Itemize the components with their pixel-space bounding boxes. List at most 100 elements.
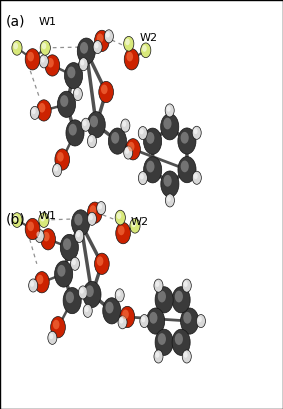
Circle shape	[48, 331, 57, 344]
Circle shape	[60, 95, 68, 107]
Circle shape	[12, 213, 22, 227]
Circle shape	[89, 137, 93, 142]
Circle shape	[122, 121, 126, 127]
Circle shape	[97, 34, 103, 43]
Circle shape	[80, 42, 88, 54]
Circle shape	[111, 132, 119, 144]
Circle shape	[158, 333, 166, 345]
Circle shape	[172, 329, 190, 355]
Circle shape	[124, 49, 139, 70]
Circle shape	[85, 306, 89, 312]
Circle shape	[27, 222, 34, 231]
Circle shape	[108, 128, 127, 154]
Circle shape	[77, 38, 95, 64]
Circle shape	[125, 38, 130, 45]
Circle shape	[53, 164, 62, 177]
Circle shape	[124, 146, 133, 159]
Circle shape	[192, 126, 201, 139]
Circle shape	[78, 286, 87, 299]
Text: (a): (a)	[6, 14, 26, 28]
Circle shape	[95, 30, 109, 52]
Circle shape	[80, 60, 84, 65]
Circle shape	[130, 218, 140, 233]
Circle shape	[155, 352, 159, 358]
Circle shape	[142, 45, 147, 52]
Circle shape	[47, 58, 54, 67]
Circle shape	[63, 288, 81, 314]
Circle shape	[165, 104, 174, 117]
Circle shape	[81, 118, 90, 131]
Circle shape	[146, 161, 155, 173]
Circle shape	[165, 194, 174, 207]
Circle shape	[54, 166, 58, 171]
Circle shape	[158, 291, 166, 302]
Circle shape	[90, 205, 96, 215]
Circle shape	[49, 333, 53, 339]
Circle shape	[161, 171, 179, 197]
Circle shape	[57, 265, 65, 276]
Text: (b): (b)	[6, 213, 26, 227]
Circle shape	[118, 226, 125, 235]
Circle shape	[146, 132, 155, 144]
Circle shape	[184, 352, 188, 358]
Circle shape	[127, 52, 133, 61]
Circle shape	[140, 315, 149, 328]
Circle shape	[144, 157, 162, 183]
Circle shape	[117, 212, 121, 219]
Text: W1: W1	[38, 16, 56, 27]
Circle shape	[178, 157, 196, 183]
Circle shape	[37, 231, 40, 237]
Circle shape	[125, 148, 129, 154]
Circle shape	[138, 171, 147, 184]
Circle shape	[69, 124, 77, 135]
Circle shape	[155, 287, 173, 313]
Circle shape	[39, 103, 45, 112]
Circle shape	[60, 234, 78, 261]
Circle shape	[192, 171, 201, 184]
Circle shape	[42, 43, 46, 49]
Circle shape	[95, 253, 109, 274]
Circle shape	[115, 289, 124, 302]
Circle shape	[86, 285, 94, 297]
Circle shape	[25, 49, 40, 70]
Circle shape	[27, 52, 34, 61]
Circle shape	[147, 308, 165, 334]
Circle shape	[57, 91, 76, 117]
Circle shape	[93, 40, 102, 54]
Circle shape	[29, 279, 38, 292]
Circle shape	[53, 320, 59, 329]
Circle shape	[87, 212, 97, 225]
Circle shape	[74, 214, 82, 225]
Circle shape	[95, 43, 98, 48]
Text: W2: W2	[140, 33, 158, 43]
Circle shape	[13, 43, 18, 49]
Circle shape	[124, 36, 134, 51]
Circle shape	[115, 210, 125, 225]
Circle shape	[164, 175, 172, 187]
Text: W2: W2	[131, 217, 149, 227]
Circle shape	[119, 318, 123, 324]
Circle shape	[80, 288, 84, 294]
Circle shape	[73, 88, 82, 101]
Circle shape	[87, 135, 97, 148]
Circle shape	[118, 316, 127, 329]
Circle shape	[66, 292, 74, 303]
Circle shape	[83, 304, 92, 317]
Circle shape	[141, 317, 145, 322]
Circle shape	[25, 218, 40, 240]
Circle shape	[75, 229, 84, 243]
Circle shape	[43, 232, 50, 241]
Circle shape	[122, 310, 129, 319]
Circle shape	[83, 120, 87, 126]
Circle shape	[181, 160, 189, 172]
Circle shape	[154, 350, 163, 363]
Circle shape	[131, 220, 136, 227]
Circle shape	[106, 302, 113, 313]
Circle shape	[182, 279, 191, 292]
Circle shape	[181, 132, 189, 144]
Circle shape	[72, 259, 76, 265]
Circle shape	[175, 333, 183, 345]
Circle shape	[45, 55, 60, 76]
Circle shape	[166, 106, 171, 112]
Circle shape	[141, 43, 151, 58]
